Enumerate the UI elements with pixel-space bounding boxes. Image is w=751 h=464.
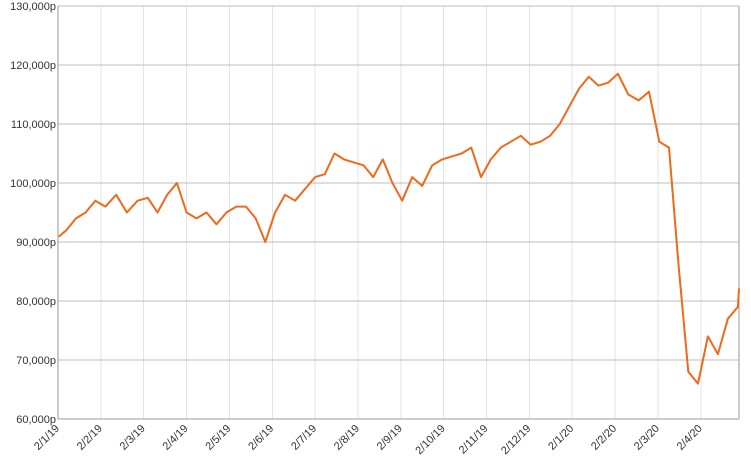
x-tick-label: 2/1/20	[546, 423, 576, 453]
series-line	[58, 72, 740, 385]
x-tick-label: 2/11/19	[457, 423, 491, 457]
y-tick-label: 100,000p	[10, 178, 56, 190]
y-tick-label: 90,000p	[16, 237, 56, 249]
x-tick-label: 2/3/19	[118, 423, 148, 453]
y-tick-label: 70,000p	[16, 355, 56, 367]
axes	[57, 6, 740, 420]
y-tick-label: 80,000p	[16, 296, 56, 308]
y-tick-label: 120,000p	[10, 60, 56, 72]
horizontal-gridlines	[58, 5, 739, 420]
x-tick-label: 2/10/19	[413, 423, 447, 457]
x-tick-label: 2/12/19	[499, 423, 533, 457]
y-tick-label: 60,000p	[16, 414, 56, 426]
y-axis-tick-labels: 60,000p 70,000p 80,000p 90,000p 100,000p 110,…	[10, 1, 56, 426]
y-tick-label: 110,000p	[11, 119, 56, 131]
x-tick-label: 2/4/20	[675, 423, 705, 453]
x-tick-label: 2/3/20	[632, 423, 662, 453]
x-axis-tick-labels: 2/1/19 2/2/19 2/3/19 2/4/19 2/5/19 2/6/19 2/7/…	[32, 423, 705, 457]
x-tick-label: 2/1/19	[32, 423, 62, 453]
vertical-gridlines	[100, 6, 702, 419]
x-tick-label: 2/2/19	[75, 423, 105, 453]
x-tick-label: 2/9/19	[375, 423, 405, 453]
x-tick-label: 2/5/19	[203, 423, 233, 453]
x-tick-label: 2/7/19	[289, 423, 319, 453]
x-tick-label: 2/8/19	[332, 423, 362, 453]
x-tick-label: 2/6/19	[246, 423, 276, 453]
series-layer	[58, 72, 740, 385]
x-tick-label: 2/4/19	[161, 423, 191, 453]
y-tick-label: 130,000p	[10, 1, 56, 13]
x-tick-label: 2/2/20	[589, 423, 619, 453]
